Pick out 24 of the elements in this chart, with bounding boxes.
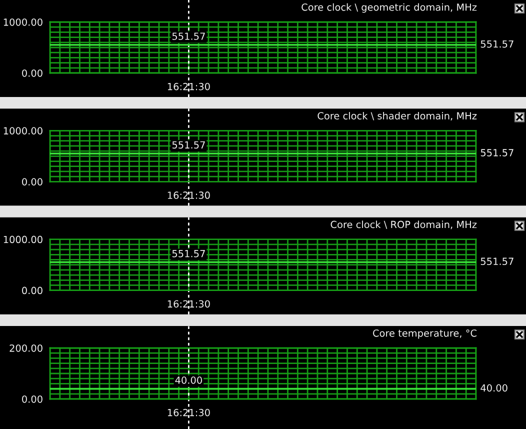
- annotation: 551.57: [172, 250, 205, 258]
- y-tick-label: 1000.00: [4, 236, 42, 244]
- text: 551.57: [480, 258, 514, 266]
- y-tick-label: 0.00: [22, 178, 42, 186]
- x-tick-label: 16:21:30: [168, 408, 210, 416]
- y-tick-label: 1000.00: [4, 127, 42, 134]
- annotation: 551.57: [172, 141, 205, 149]
- annotation: 551.57: [172, 32, 205, 40]
- x-tick-label: 16:21:30: [168, 300, 210, 308]
- text: 551.57: [480, 40, 514, 48]
- x-tick-label: 16:21:30: [168, 192, 210, 199]
- chart-title: Core clock \ shader domain, MHz: [318, 112, 477, 120]
- y-tick-label: 0.00: [22, 395, 42, 403]
- y-tick-label: 0.00: [22, 286, 42, 294]
- y-tick-label: 200.00: [10, 344, 42, 352]
- chart-title: Core clock \ geometric domain, MHz: [302, 3, 477, 13]
- annotation: 40.00: [175, 376, 202, 384]
- chart-title: Core clock \ ROP domain, MHz: [330, 220, 477, 230]
- y-tick-label: 1000.00: [4, 18, 42, 26]
- y-tick-label: 0.00: [22, 69, 42, 77]
- chart-title: Core temperature, °C: [373, 329, 476, 339]
- text: 40.00: [480, 384, 508, 392]
- x-tick-label: 16:21:30: [168, 82, 210, 90]
- text: 551.57: [480, 149, 514, 156]
